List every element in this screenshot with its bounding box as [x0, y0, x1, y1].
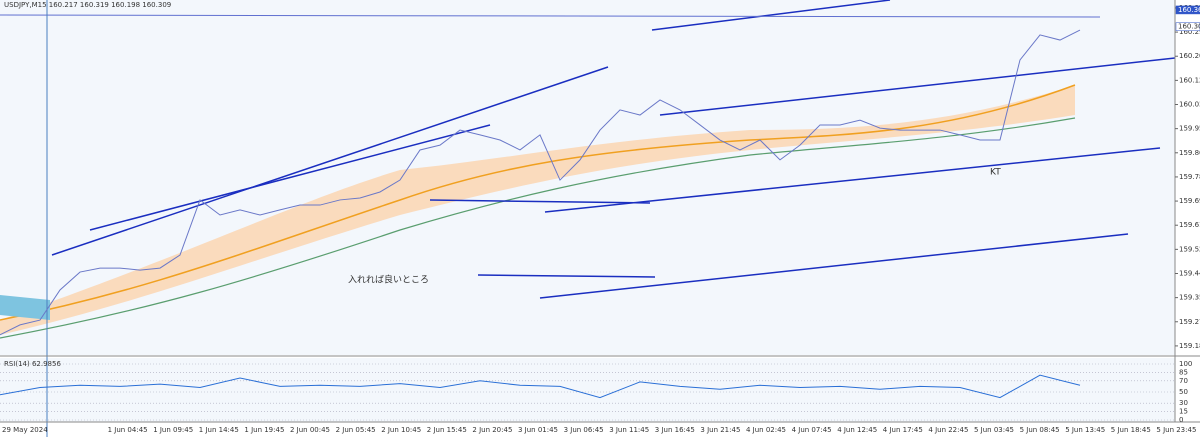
x-tick-label: 4 Jun 22:45	[928, 426, 968, 434]
x-tick-label: 4 Jun 12:45	[837, 426, 877, 434]
rsi-tick-label: 70	[1179, 377, 1188, 385]
x-tick-label: 2 Jun 05:45	[336, 426, 376, 434]
x-tick-label: 4 Jun 17:45	[883, 426, 923, 434]
y-tick-label: 160.035	[1179, 101, 1200, 109]
trendline	[651, 0, 891, 31]
rsi-tick-label: 15	[1179, 408, 1188, 416]
x-tick-label: 3 Jun 16:45	[655, 426, 695, 434]
rsi-tick-label: 50	[1179, 388, 1188, 396]
x-tick-label: 1 Jun 04:45	[108, 426, 148, 434]
rsi-title: RSI(14) 62.9856	[4, 360, 61, 368]
price-tag	[1175, 22, 1200, 31]
x-tick-label: 5 Jun 18:45	[1111, 426, 1151, 434]
trendline	[539, 233, 1129, 299]
y-tick-label: 159.610	[1179, 221, 1200, 229]
annotation: KT	[990, 168, 1001, 178]
price-tag-label: 160.368	[1178, 6, 1200, 14]
y-tick-label: 159.185	[1179, 342, 1200, 350]
x-tick-label: 5 Jun 08:45	[1020, 426, 1060, 434]
annotation: 入れれば良いところ	[348, 274, 429, 286]
trendline	[544, 147, 1161, 213]
price-tag-label: 160.309	[1178, 23, 1200, 31]
x-tick-label: 2 Jun 10:45	[381, 426, 421, 434]
x-tick-label: 5 Jun 23:45	[1156, 426, 1196, 434]
y-tick-label: 160.205	[1179, 52, 1200, 60]
x-tick-label: 2 Jun 00:45	[290, 426, 330, 434]
trendline	[89, 124, 491, 231]
rsi-tick-label: 0	[1179, 416, 1183, 424]
plot-bg	[0, 0, 1175, 355]
x-tick-label: 1 Jun 09:45	[153, 426, 193, 434]
y-tick-label: 159.865	[1179, 149, 1200, 157]
x-tick-label: 3 Jun 11:45	[609, 426, 649, 434]
rsi-tick-label: 30	[1179, 399, 1188, 407]
y-tick-label: 160.290	[1179, 28, 1200, 36]
x-tick-label: 3 Jun 01:45	[518, 426, 558, 434]
x-tick-label: 2 Jun 15:45	[427, 426, 467, 434]
trendline	[659, 57, 1176, 116]
ma-line	[0, 117, 1076, 339]
band	[0, 295, 50, 320]
x-tick-label: 1 Jun 14:45	[199, 426, 239, 434]
rsi-bg	[0, 358, 1175, 422]
trendline	[51, 66, 609, 256]
y-tick-label: 159.780	[1179, 173, 1200, 181]
y-tick-label: 159.525	[1179, 245, 1200, 253]
chart-title: USDJPY,M15 160.217 160.319 160.198 160.3…	[4, 1, 171, 9]
x-tick-label: 3 Jun 21:45	[700, 426, 740, 434]
trendline	[429, 199, 651, 204]
y-tick-label: 159.355	[1179, 294, 1200, 302]
x-tick-label: 29 May 2024	[2, 426, 48, 434]
price-line	[0, 29, 1081, 336]
y-tick-label: 160.120	[1179, 76, 1200, 84]
price-tag	[1175, 5, 1200, 15]
x-tick-label: 2 Jun 20:45	[472, 426, 512, 434]
y-tick-label: 159.695	[1179, 197, 1200, 205]
rsi-tick-label: 100	[1179, 360, 1192, 368]
trendline	[477, 274, 656, 278]
trendline	[0, 14, 1101, 18]
y-tick-label: 159.950	[1179, 125, 1200, 133]
rsi-line	[0, 374, 1081, 399]
x-tick-label: 5 Jun 03:45	[974, 426, 1014, 434]
x-tick-label: 1 Jun 19:45	[244, 426, 284, 434]
y-tick-label: 159.440	[1179, 269, 1200, 277]
ma-line	[0, 84, 1076, 321]
rsi-tick-label: 85	[1179, 368, 1188, 376]
x-tick-label: 5 Jun 13:45	[1065, 426, 1105, 434]
x-tick-label: 4 Jun 02:45	[746, 426, 786, 434]
x-tick-label: 3 Jun 06:45	[564, 426, 604, 434]
y-tick-label: 159.270	[1179, 318, 1200, 326]
x-tick-label: 4 Jun 07:45	[792, 426, 832, 434]
